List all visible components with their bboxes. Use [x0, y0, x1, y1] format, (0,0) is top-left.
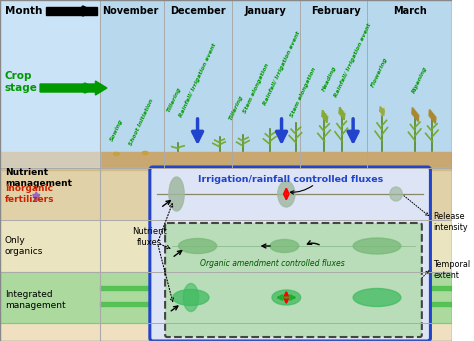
Text: Shoot Initiation: Shoot Initiation	[128, 98, 155, 146]
Text: November: November	[102, 6, 159, 16]
Text: Inorganic
fertilizers: Inorganic fertilizers	[5, 184, 54, 204]
Ellipse shape	[142, 151, 148, 154]
Text: Rainfall/ Irrigation event: Rainfall/ Irrigation event	[178, 42, 217, 118]
Text: March: March	[393, 6, 427, 16]
Ellipse shape	[390, 187, 402, 201]
Bar	[0, 168, 452, 341]
Bar	[0, 272, 452, 323]
Bar	[46, 7, 97, 15]
Text: Rainfall/ Irrigation event: Rainfall/ Irrigation event	[262, 30, 301, 106]
Ellipse shape	[278, 181, 295, 207]
Text: Nutrient
fluxes: Nutrient fluxes	[132, 227, 167, 247]
Text: Stem elongation: Stem elongation	[290, 66, 317, 118]
Ellipse shape	[270, 239, 299, 252]
Text: Ripening: Ripening	[411, 66, 428, 94]
Text: February: February	[311, 6, 361, 16]
Text: Nutrient
management: Nutrient management	[5, 168, 72, 188]
Text: Release
intensity: Release intensity	[433, 212, 468, 232]
Text: Heading: Heading	[321, 64, 337, 91]
Ellipse shape	[272, 290, 301, 305]
Ellipse shape	[353, 288, 401, 307]
Text: Flowering: Flowering	[371, 56, 389, 88]
Text: Irrigation/rainfall controlled fluxes: Irrigation/rainfall controlled fluxes	[198, 176, 383, 184]
Text: Stem elongation: Stem elongation	[242, 62, 270, 114]
Text: Rainfall/ Irrigation event: Rainfall/ Irrigation event	[334, 22, 373, 98]
Bar	[0, 220, 452, 272]
Text: Tillering: Tillering	[228, 94, 245, 121]
FancyArrow shape	[40, 81, 107, 95]
Text: Crop
stage: Crop stage	[5, 71, 37, 93]
Ellipse shape	[114, 152, 119, 155]
Ellipse shape	[173, 290, 209, 306]
Bar	[0, 0, 100, 168]
Text: January: January	[245, 6, 286, 16]
Text: Temporal
extent: Temporal extent	[433, 260, 470, 280]
FancyBboxPatch shape	[165, 223, 422, 337]
Text: Tillering: Tillering	[167, 87, 182, 114]
Ellipse shape	[179, 238, 217, 253]
Ellipse shape	[353, 238, 401, 254]
Bar	[0, 168, 452, 220]
Text: Integrated
management: Integrated management	[5, 290, 65, 310]
Bar	[0, 0, 452, 168]
Bar	[0, 152, 452, 170]
Bar	[100, 286, 452, 290]
Text: Organic amendment controlled fluxes: Organic amendment controlled fluxes	[200, 260, 345, 268]
FancyArrowPatch shape	[43, 84, 97, 92]
Ellipse shape	[183, 283, 199, 311]
FancyBboxPatch shape	[150, 167, 430, 341]
Text: December: December	[170, 6, 225, 16]
Text: Sowing: Sowing	[109, 118, 124, 142]
Bar	[100, 302, 452, 306]
Bar	[0, 0, 100, 22]
Ellipse shape	[169, 177, 184, 211]
Text: Only
organics: Only organics	[5, 236, 43, 256]
Text: Month: Month	[5, 6, 42, 16]
